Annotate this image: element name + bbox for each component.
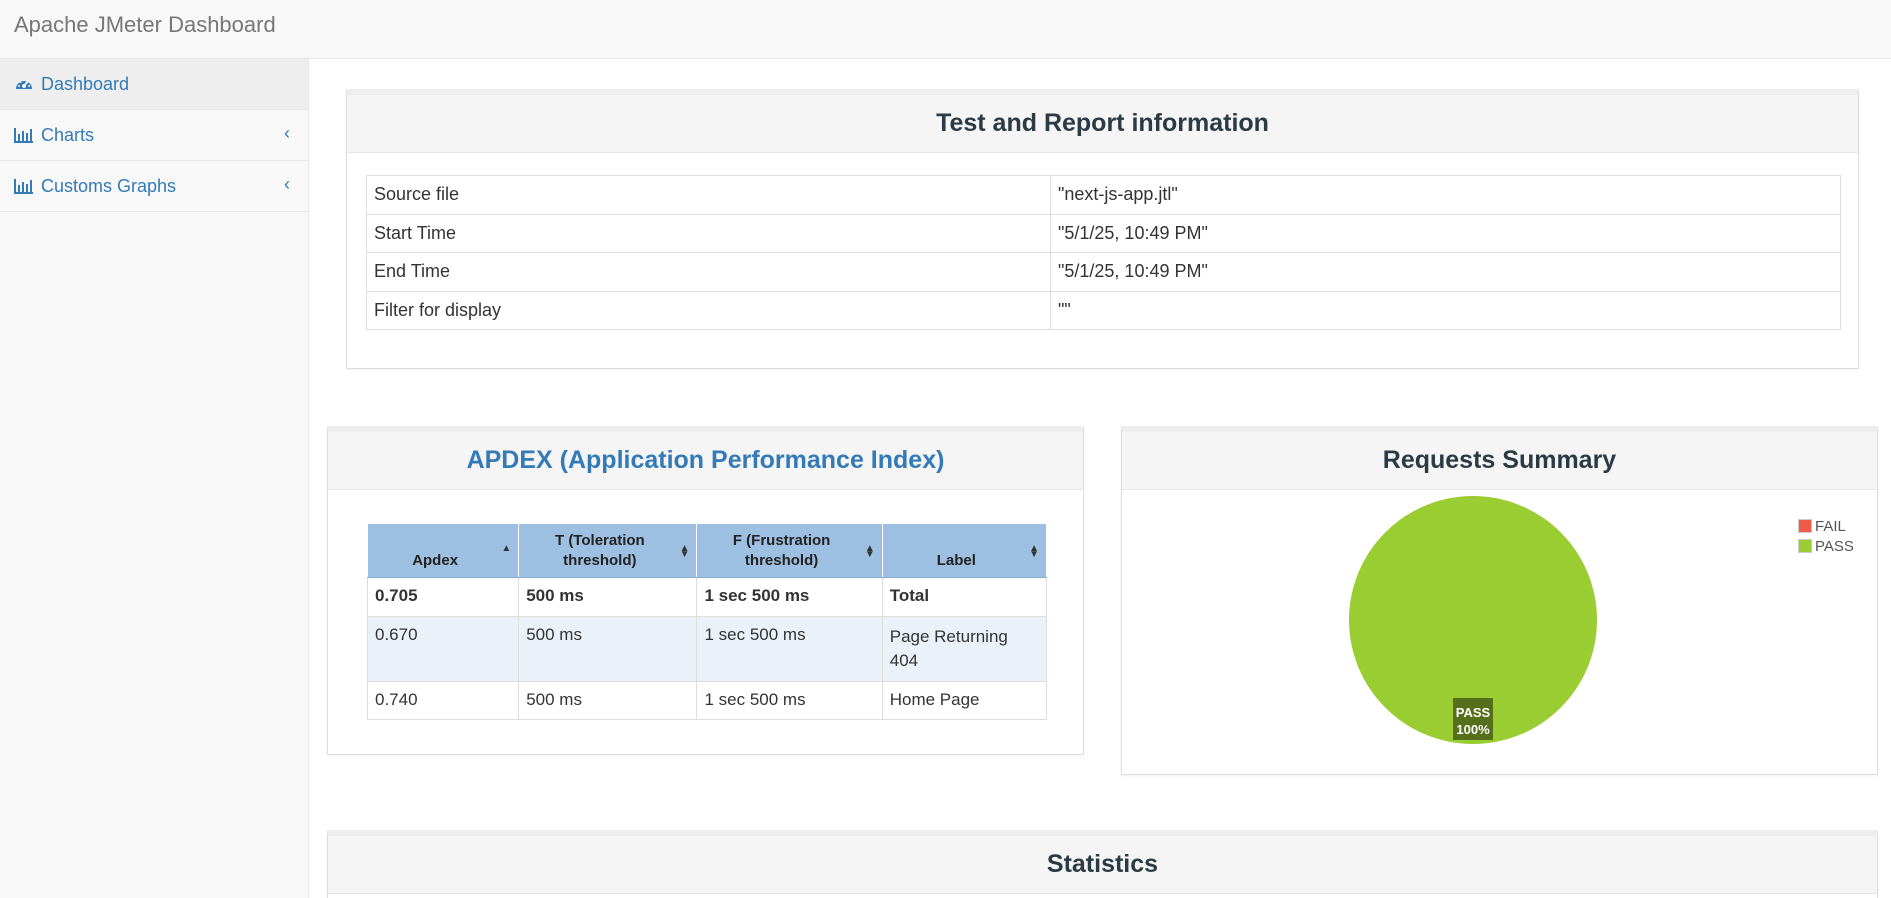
sort-icon: ▲ ▼ bbox=[1029, 543, 1039, 560]
app-title[interactable]: Apache JMeter Dashboard bbox=[14, 12, 276, 37]
header-label: Apdex bbox=[412, 551, 459, 569]
info-value: "5/1/25, 10:49 PM" bbox=[1050, 252, 1841, 292]
column-header-label[interactable]: Label ▲ ▼ bbox=[881, 523, 1048, 578]
table-row-total: 0.705 500 ms 1 sec 500 ms Total bbox=[366, 577, 1048, 617]
test-info-panel: Test and Report information Source file … bbox=[346, 89, 1859, 369]
info-key: Filter for display bbox=[366, 290, 1051, 330]
slice-label-text: PASS bbox=[1456, 705, 1491, 720]
cell-label: Total bbox=[881, 577, 1048, 617]
header-label: Label bbox=[936, 551, 976, 569]
statistics-panel: Statistics bbox=[327, 830, 1878, 898]
info-value: "" bbox=[1050, 290, 1841, 330]
pie-slice-pass[interactable] bbox=[1349, 496, 1597, 744]
cell-toleration: 500 ms bbox=[518, 577, 698, 617]
legend-item-pass[interactable]: PASS bbox=[1798, 536, 1854, 556]
sidebar-item-charts[interactable]: Charts ‹ bbox=[0, 110, 308, 161]
sidebar-item-label: Charts bbox=[41, 124, 95, 145]
sidebar-item-dashboard[interactable]: Dashboard bbox=[0, 59, 308, 110]
bar-chart-icon bbox=[14, 126, 34, 144]
cell-apdex: 0.670 bbox=[366, 616, 520, 682]
sidebar-item-label: Customs Graphs bbox=[41, 175, 177, 196]
header-label: F (Frustration threshold) bbox=[732, 531, 831, 569]
info-key: Source file bbox=[366, 175, 1051, 215]
info-key: End Time bbox=[366, 252, 1051, 292]
info-value: "next-js-app.jtl" bbox=[1050, 175, 1841, 215]
chevron-left-icon: ‹ bbox=[284, 174, 290, 194]
column-header-toleration[interactable]: T (Toleration threshold) ▲ ▼ bbox=[518, 523, 698, 578]
cell-apdex: 0.705 bbox=[366, 577, 520, 617]
chart-legend: FAIL PASS bbox=[1798, 516, 1854, 556]
table-row: Start Time "5/1/25, 10:49 PM" bbox=[366, 213, 1841, 253]
table-row: Source file "next-js-app.jtl" bbox=[366, 175, 1841, 215]
bar-chart-icon bbox=[14, 177, 34, 195]
pie-chart: PASS 100% bbox=[1122, 496, 1877, 776]
cell-frustration: 1 sec 500 ms bbox=[696, 577, 883, 617]
apdex-table: Apdex ▲ T (Toleration threshold) ▲ ▼ F (F… bbox=[366, 523, 1048, 720]
panel-title: Test and Report information bbox=[347, 95, 1858, 153]
table-row: Filter for display "" bbox=[366, 290, 1841, 330]
cell-frustration: 1 sec 500 ms bbox=[696, 680, 883, 720]
sidebar: Dashboard Charts ‹ Customs Graphs bbox=[0, 59, 309, 898]
cell-label: Page Returning 404 bbox=[881, 616, 1048, 682]
sidebar-item-label: Dashboard bbox=[41, 73, 130, 94]
legend-item-fail[interactable]: FAIL bbox=[1798, 516, 1854, 536]
table-row: 0.740 500 ms 1 sec 500 ms Home Page bbox=[366, 680, 1048, 720]
panel-title: Requests Summary bbox=[1122, 432, 1877, 490]
legend-label: PASS bbox=[1815, 537, 1854, 555]
column-header-frustration[interactable]: F (Frustration threshold) ▲ ▼ bbox=[696, 523, 883, 578]
table-row: End Time "5/1/25, 10:49 PM" bbox=[366, 252, 1841, 292]
cell-toleration: 500 ms bbox=[518, 680, 698, 720]
pie-chart-svg: PASS 100% bbox=[1349, 496, 1597, 744]
panel-title: Statistics bbox=[328, 836, 1877, 894]
dashboard-icon bbox=[14, 75, 34, 93]
sort-icon: ▲ ▼ bbox=[864, 543, 875, 560]
cell-frustration: 1 sec 500 ms bbox=[696, 616, 883, 682]
column-header-apdex[interactable]: Apdex ▲ bbox=[366, 523, 520, 578]
slice-label-background bbox=[1453, 698, 1493, 740]
apdex-title[interactable]: APDEX (Application Performance Index) bbox=[328, 432, 1083, 490]
legend-label: FAIL bbox=[1815, 517, 1846, 535]
chevron-left-icon: ‹ bbox=[284, 123, 290, 143]
info-value: "5/1/25, 10:49 PM" bbox=[1050, 213, 1841, 253]
cell-label: Home Page bbox=[881, 680, 1048, 720]
slice-percent-text: 100% bbox=[1456, 722, 1490, 737]
sidebar-item-customs-graphs[interactable]: Customs Graphs ‹ bbox=[0, 161, 308, 212]
table-row: 0.670 500 ms 1 sec 500 ms Page Returning… bbox=[366, 616, 1048, 682]
top-navbar: Apache JMeter Dashboard bbox=[0, 0, 1891, 59]
cell-apdex: 0.740 bbox=[366, 680, 520, 720]
header-label: T (Toleration threshold) bbox=[554, 531, 645, 569]
pie-slice-label: PASS 100% bbox=[1453, 698, 1493, 740]
requests-summary-panel: Requests Summary PASS 100% FAIL PASS bbox=[1121, 426, 1878, 775]
legend-swatch-fail bbox=[1798, 519, 1812, 533]
legend-swatch-pass bbox=[1798, 539, 1812, 553]
test-info-table: Source file "next-js-app.jtl" Start Time… bbox=[366, 175, 1841, 330]
cell-toleration: 500 ms bbox=[518, 616, 698, 682]
info-key: Start Time bbox=[366, 213, 1051, 253]
sort-asc-icon: ▲ bbox=[501, 543, 512, 554]
sort-icon: ▲ ▼ bbox=[679, 543, 690, 560]
apdex-panel: APDEX (Application Performance Index) Ap… bbox=[327, 426, 1084, 755]
